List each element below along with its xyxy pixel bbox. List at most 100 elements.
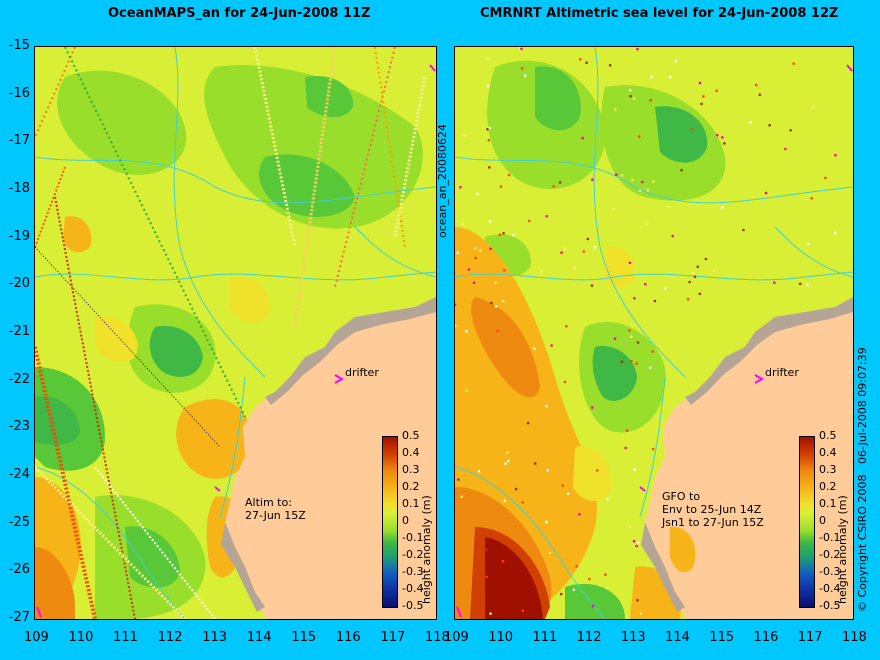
y-tick-label: -25: [8, 514, 30, 530]
y-tick-label: -16: [8, 85, 30, 101]
sample-point: [455, 303, 457, 306]
sample-point: [773, 281, 776, 284]
altimeter-sample-points: [455, 47, 837, 615]
colorbar-tick-label: -0.2: [402, 548, 424, 561]
coastal-shelf: [265, 297, 436, 405]
sample-point: [489, 247, 492, 250]
sample-point: [488, 126, 491, 130]
right-panel-title: CMRNRT Altimetric sea level for 24-Jun-2…: [480, 6, 839, 21]
drifter-markers: [456, 64, 853, 618]
sample-point: [561, 484, 564, 487]
left-side-label: ocean_an_20080624: [436, 124, 449, 238]
sample-point: [633, 297, 636, 300]
sample-point: [503, 499, 507, 503]
sample-point: [611, 208, 615, 211]
sample-point: [636, 341, 640, 344]
sample-point: [810, 197, 813, 200]
colorbar-tick-label: 0.2: [819, 480, 837, 493]
sample-point: [533, 462, 537, 465]
sample-point: [507, 173, 511, 177]
sample-point: [484, 549, 487, 553]
sample-point: [713, 269, 716, 273]
colorbar-tick-label: -0.5: [402, 599, 424, 612]
colorbar-tick-label: 0.1: [819, 497, 837, 510]
x-tick-label: 110: [68, 630, 94, 645]
sample-point: [575, 564, 578, 568]
sample-point: [807, 242, 810, 246]
sample-point: [503, 268, 506, 272]
colorbar-tick-label: -0.4: [402, 582, 424, 595]
sample-point: [824, 176, 827, 180]
sample-point: [644, 282, 647, 286]
x-tick-label: 110: [488, 630, 514, 645]
x-tick-label: 116: [335, 630, 361, 645]
sample-point: [686, 298, 690, 301]
coastal-shelf: [641, 522, 685, 612]
sample-point: [533, 347, 536, 351]
sample-point: [590, 284, 594, 287]
sample-point: [501, 559, 505, 563]
right-height-anomaly-map: [455, 47, 853, 619]
colorbar-tick-label: -0.1: [402, 531, 424, 544]
sample-point: [798, 282, 802, 286]
sample-point: [490, 301, 493, 305]
x-tick-label: 109: [24, 630, 49, 645]
anomaly-region-low: [592, 346, 637, 401]
sample-point: [624, 446, 627, 450]
sample-point: [632, 97, 636, 100]
sample-point: [636, 598, 639, 602]
sample-point: [520, 47, 523, 50]
anomaly-region-high: [35, 547, 75, 619]
sample-point: [614, 173, 618, 176]
x-tick-label: 114: [246, 630, 272, 645]
sample-point: [487, 139, 491, 142]
sample-point: [545, 520, 548, 524]
sample-point: [494, 305, 498, 308]
y-tick-label: -24: [8, 467, 30, 482]
anomaly-region-low: [565, 583, 625, 619]
sample-point: [456, 251, 460, 255]
y-tick-label: -20: [8, 276, 30, 292]
sample-point: [591, 604, 595, 608]
sample-point: [646, 189, 650, 192]
x-tick-label: 114: [665, 630, 690, 645]
sample-point: [637, 135, 641, 138]
colorbar-tick-label: 0.4: [402, 446, 420, 459]
sample-point: [595, 469, 599, 472]
sample-point: [639, 612, 643, 615]
sample-point: [546, 468, 549, 472]
sample-point: [700, 102, 703, 106]
sample-point: [501, 299, 505, 303]
sample-point: [651, 350, 654, 353]
sample-point: [504, 462, 507, 466]
sample-point: [572, 588, 576, 592]
sample-point: [680, 168, 683, 172]
x-tick-label: 115: [291, 630, 317, 645]
sample-point: [455, 324, 457, 327]
sample-point: [635, 544, 638, 548]
x-tick-label: 111: [532, 630, 558, 645]
sample-point: [758, 93, 762, 97]
sample-point: [651, 447, 655, 451]
sample-point: [559, 592, 563, 596]
right-colorbar-label: height anomaly (m): [836, 495, 849, 604]
sample-point: [784, 147, 787, 151]
sample-point: [702, 95, 705, 98]
sample-point: [545, 404, 548, 408]
x-tick-label: 118: [842, 630, 867, 645]
anomaly-region-low: [204, 65, 423, 229]
drifter-markers: [36, 64, 436, 618]
sample-point: [563, 380, 567, 384]
anomaly-region-high: [485, 537, 543, 619]
sample-point: [521, 609, 525, 613]
sample-point: [671, 234, 674, 238]
sample-point: [755, 83, 758, 87]
altimeter-tracks: [35, 47, 427, 619]
sample-point: [789, 129, 792, 132]
y-tick-label: -17: [8, 133, 30, 149]
sample-point: [721, 136, 724, 139]
x-tick-label: 117: [380, 630, 406, 645]
sample-point: [628, 261, 632, 265]
colorbar-tick-label: 0.2: [402, 480, 420, 493]
y-tick-label: -22: [8, 371, 30, 387]
